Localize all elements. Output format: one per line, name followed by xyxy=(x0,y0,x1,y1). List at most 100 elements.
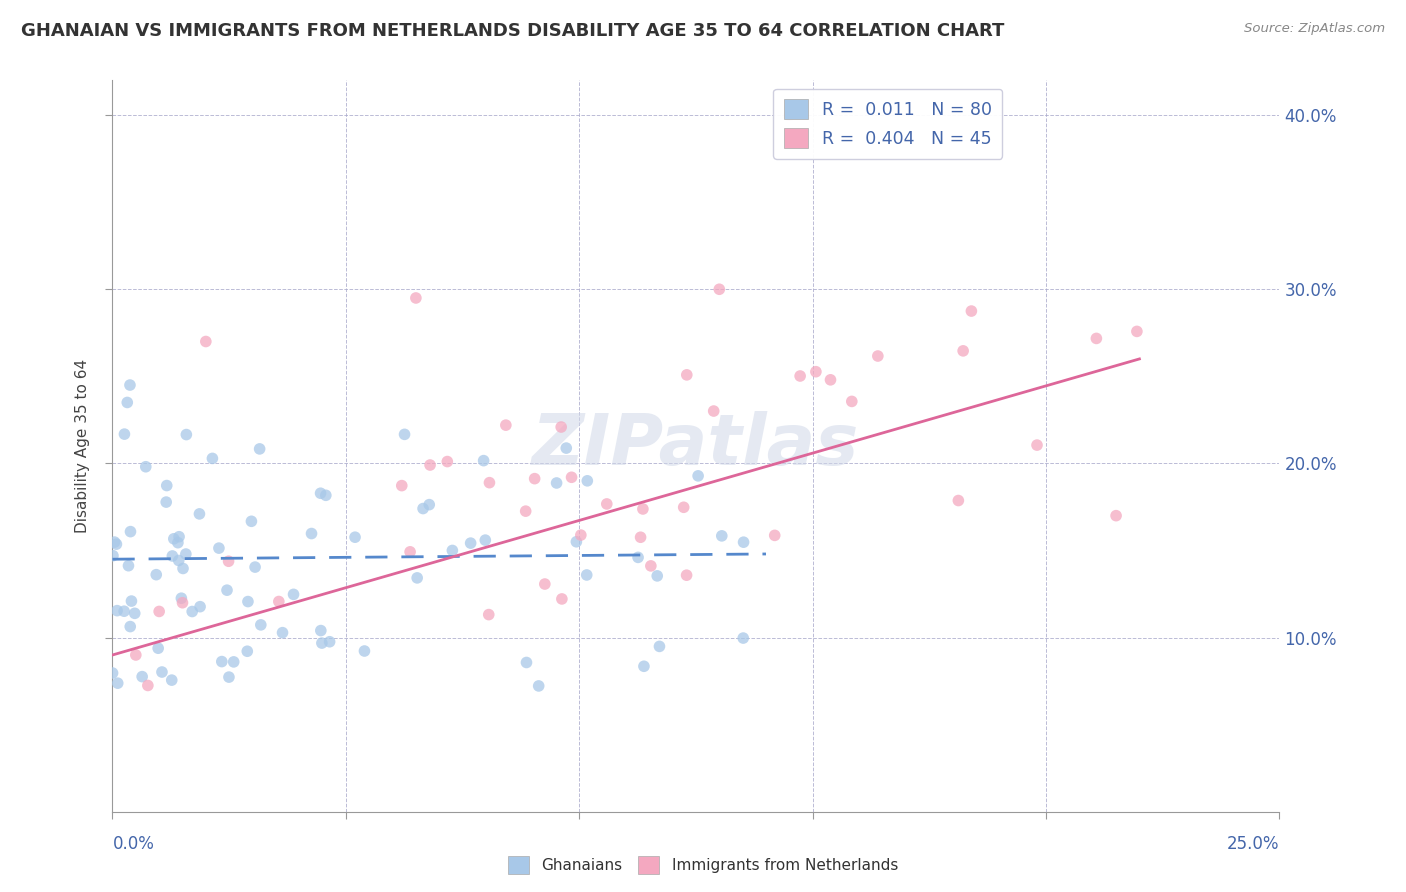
Point xyxy=(631,502,654,516)
Point xyxy=(176,427,198,442)
Point xyxy=(218,670,240,684)
Legend: R =  0.011   N = 80, R =  0.404   N = 45: R = 0.011 N = 80, R = 0.404 N = 45 xyxy=(773,89,1002,159)
Point xyxy=(283,587,305,601)
Point xyxy=(146,641,169,656)
Point xyxy=(101,666,124,681)
Point xyxy=(789,369,811,384)
Point xyxy=(960,304,983,318)
Point xyxy=(344,530,367,544)
Point xyxy=(534,577,557,591)
Point xyxy=(733,631,755,645)
Point xyxy=(710,529,733,543)
Point xyxy=(150,665,173,679)
Point xyxy=(478,475,501,490)
Point xyxy=(688,468,710,483)
Point xyxy=(630,530,652,544)
Point xyxy=(167,553,190,567)
Point xyxy=(124,607,146,621)
Point xyxy=(211,655,233,669)
Point xyxy=(523,472,546,486)
Point xyxy=(118,378,141,392)
Point xyxy=(163,532,186,546)
Y-axis label: Disability Age 35 to 64: Disability Age 35 to 64 xyxy=(75,359,90,533)
Point xyxy=(495,418,517,433)
Point xyxy=(645,569,668,583)
Point xyxy=(125,648,148,662)
Point xyxy=(309,486,332,500)
Point xyxy=(135,459,157,474)
Point xyxy=(318,634,340,648)
Point xyxy=(474,533,496,548)
Point xyxy=(412,501,434,516)
Text: ZIPatlas: ZIPatlas xyxy=(533,411,859,481)
Point xyxy=(551,591,574,606)
Point xyxy=(633,659,655,673)
Point xyxy=(167,535,190,549)
Point xyxy=(515,504,537,518)
Point xyxy=(155,495,177,509)
Point xyxy=(406,571,429,585)
Point xyxy=(311,636,333,650)
Point xyxy=(170,591,193,606)
Point xyxy=(114,427,136,442)
Text: 0.0%: 0.0% xyxy=(112,835,155,853)
Point xyxy=(309,624,332,638)
Text: GHANAIAN VS IMMIGRANTS FROM NETHERLANDS DISABILITY AGE 35 TO 64 CORRELATION CHAR: GHANAIAN VS IMMIGRANTS FROM NETHERLANDS … xyxy=(21,22,1004,40)
Point xyxy=(160,673,183,687)
Point xyxy=(778,108,800,122)
Point xyxy=(640,558,662,573)
Point xyxy=(627,550,650,565)
Point xyxy=(841,394,863,409)
Point xyxy=(1105,508,1128,523)
Point xyxy=(391,478,413,492)
Point xyxy=(561,470,583,484)
Point xyxy=(243,560,266,574)
Point xyxy=(709,282,731,296)
Point xyxy=(419,458,441,472)
Point xyxy=(436,454,458,468)
Point xyxy=(101,549,124,563)
Point xyxy=(672,500,695,515)
Point xyxy=(550,420,572,434)
Point xyxy=(249,618,271,632)
Point xyxy=(167,530,190,544)
Point xyxy=(546,475,568,490)
Point xyxy=(117,395,139,409)
Point xyxy=(301,526,323,541)
Point xyxy=(105,537,128,551)
Point xyxy=(188,599,211,614)
Point xyxy=(576,474,599,488)
Point xyxy=(267,594,290,608)
Point xyxy=(236,644,259,658)
Point xyxy=(763,528,786,542)
Point xyxy=(188,507,211,521)
Point xyxy=(948,493,970,508)
Point xyxy=(162,549,184,563)
Point xyxy=(236,594,259,608)
Point xyxy=(156,478,179,492)
Point xyxy=(472,453,495,467)
Point xyxy=(555,441,578,455)
Point xyxy=(271,625,294,640)
Point xyxy=(648,640,671,654)
Point xyxy=(441,543,464,558)
Point xyxy=(105,604,128,618)
Text: Source: ZipAtlas.com: Source: ZipAtlas.com xyxy=(1244,22,1385,36)
Point xyxy=(399,545,422,559)
Point xyxy=(120,619,142,633)
Point xyxy=(181,605,204,619)
Point xyxy=(820,373,842,387)
Point xyxy=(222,655,245,669)
Point xyxy=(120,524,142,539)
Point xyxy=(107,676,129,690)
Point xyxy=(460,536,482,550)
Point xyxy=(117,558,139,573)
Point xyxy=(201,451,224,466)
Point xyxy=(174,547,197,561)
Point xyxy=(527,679,550,693)
Text: 25.0%: 25.0% xyxy=(1227,835,1279,853)
Point xyxy=(136,678,159,692)
Point xyxy=(194,334,217,349)
Point xyxy=(112,604,135,618)
Point xyxy=(575,568,598,582)
